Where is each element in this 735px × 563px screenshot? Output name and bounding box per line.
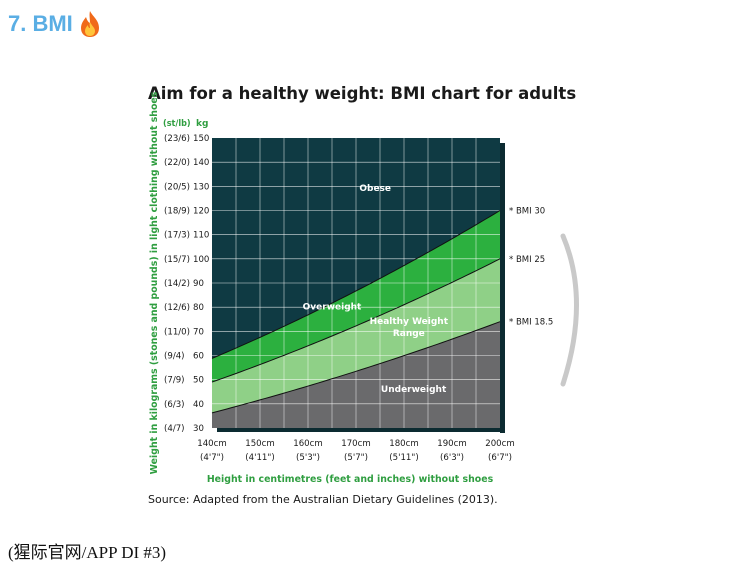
bmi-line-25: [211, 258, 501, 383]
y-tick-alt-label: (20/5): [164, 182, 190, 192]
x-tick-sub-label: (5'3"): [296, 453, 320, 463]
y-axis-ticks: (23/6) 150 (22/0) 140 (20/5) 130 (18/9) 120 (17/…: [164, 134, 209, 434]
region-label-line: Healthy Weight: [370, 317, 449, 327]
x-tick-label: 180cm: [389, 439, 419, 449]
y-tick-alt-label: (9/4): [164, 352, 185, 362]
fire-icon: [80, 11, 99, 37]
x-tick-sub-label: (6'3"): [440, 453, 464, 463]
y-tick-label: 120: [193, 207, 209, 217]
bmi-line-18-5: [211, 321, 501, 414]
x-tick-label: 160cm: [293, 439, 323, 449]
y-tick-label: 30: [193, 424, 204, 434]
y-unit-label-alt: (st/lb): [163, 119, 191, 129]
y-unit-label: kg: [196, 119, 208, 129]
y-tick-label: 100: [193, 255, 209, 265]
y-tick-alt-label: (6/3): [164, 400, 185, 410]
region-label-underweight: Underweight: [381, 385, 447, 395]
x-axis-label: Height in centimetres (feet and inches) …: [207, 474, 494, 485]
x-tick-sub-label: (5'11"): [389, 453, 418, 463]
x-tick-sub-label: (5'7"): [344, 453, 368, 463]
bmi-line-30: [211, 210, 501, 359]
x-tick-sub-label: (6'7"): [488, 453, 512, 463]
chart-source: Source: Adapted from the Australian Diet…: [148, 493, 498, 506]
x-tick-sub-label: (4'11"): [245, 453, 274, 463]
bmi-label-30: * BMI 30: [509, 207, 545, 217]
y-tick-alt-label: (14/2): [164, 279, 190, 289]
bmi-label-25: * BMI 25: [509, 255, 545, 265]
chart-frame: [217, 143, 505, 433]
page-heading-text: 7. BMI: [8, 11, 73, 36]
bmi-label-18-5: * BMI 18.5: [509, 318, 553, 328]
y-tick-alt-label: (22/0): [164, 158, 190, 168]
y-tick-alt-label: (12/6): [164, 303, 190, 313]
y-tick-alt-label: (11/0): [164, 327, 190, 337]
y-tick-alt-label: (17/3): [164, 231, 190, 241]
y-tick-label: 90: [193, 279, 204, 289]
y-tick-label: 50: [193, 376, 204, 386]
region-label-healthy-weight-range: Healthy Weight Range: [370, 317, 449, 339]
y-tick-alt-label: (18/9): [164, 207, 190, 217]
y-tick-label: 110: [193, 231, 209, 241]
bmi-lines: [211, 210, 501, 414]
region-label-line: Overweight: [303, 303, 362, 313]
y-axis-label: Weight in kilograms (stones and pounds) …: [149, 91, 160, 474]
y-tick-label: 130: [193, 182, 209, 192]
y-tick-label: 140: [193, 158, 209, 168]
footer-note: (猩际官网/APP DI #3): [8, 543, 167, 562]
frame-shadow-bottom: [217, 428, 505, 432]
region-label-obese: Obese: [359, 184, 391, 194]
y-tick-label: 80: [193, 303, 204, 313]
x-tick-label: 140cm: [197, 439, 227, 449]
region-label-line: Obese: [359, 184, 391, 194]
y-tick-alt-label: (4/7): [164, 424, 185, 434]
x-axis-ticks: 140cm (4'7") 150cm (4'11") 160cm (5'3") 170cm (…: [197, 439, 515, 463]
y-tick-label: 70: [193, 327, 204, 337]
region-labels: Obese Overweight Healthy Weight Range Underw…: [303, 184, 449, 395]
x-tick-sub-label: (4'7"): [200, 453, 224, 463]
chart-title: Aim for a healthy weight: BMI chart for …: [148, 84, 577, 103]
y-tick-alt-label: (23/6): [164, 134, 190, 144]
frame-shadow-right: [500, 143, 505, 433]
x-tick-label: 150cm: [245, 439, 275, 449]
y-tick-label: 40: [193, 400, 204, 410]
x-tick-label: 190cm: [437, 439, 467, 449]
x-tick-label: 170cm: [341, 439, 371, 449]
y-tick-alt-label: (15/7): [164, 255, 190, 265]
y-tick-label: 60: [193, 352, 204, 362]
region-label-line: Range: [393, 329, 425, 339]
bmi-line-labels: * BMI 30 * BMI 25 * BMI 18.5: [509, 207, 553, 328]
y-tick-alt-label: (7/9): [164, 376, 185, 386]
region-label-line: Underweight: [381, 385, 447, 395]
y-tick-label: 150: [193, 134, 209, 144]
region-label-overweight: Overweight: [303, 303, 362, 313]
chart-grid: [212, 138, 500, 428]
page-heading: 7. BMI: [8, 10, 101, 38]
x-tick-label: 200cm: [485, 439, 515, 449]
